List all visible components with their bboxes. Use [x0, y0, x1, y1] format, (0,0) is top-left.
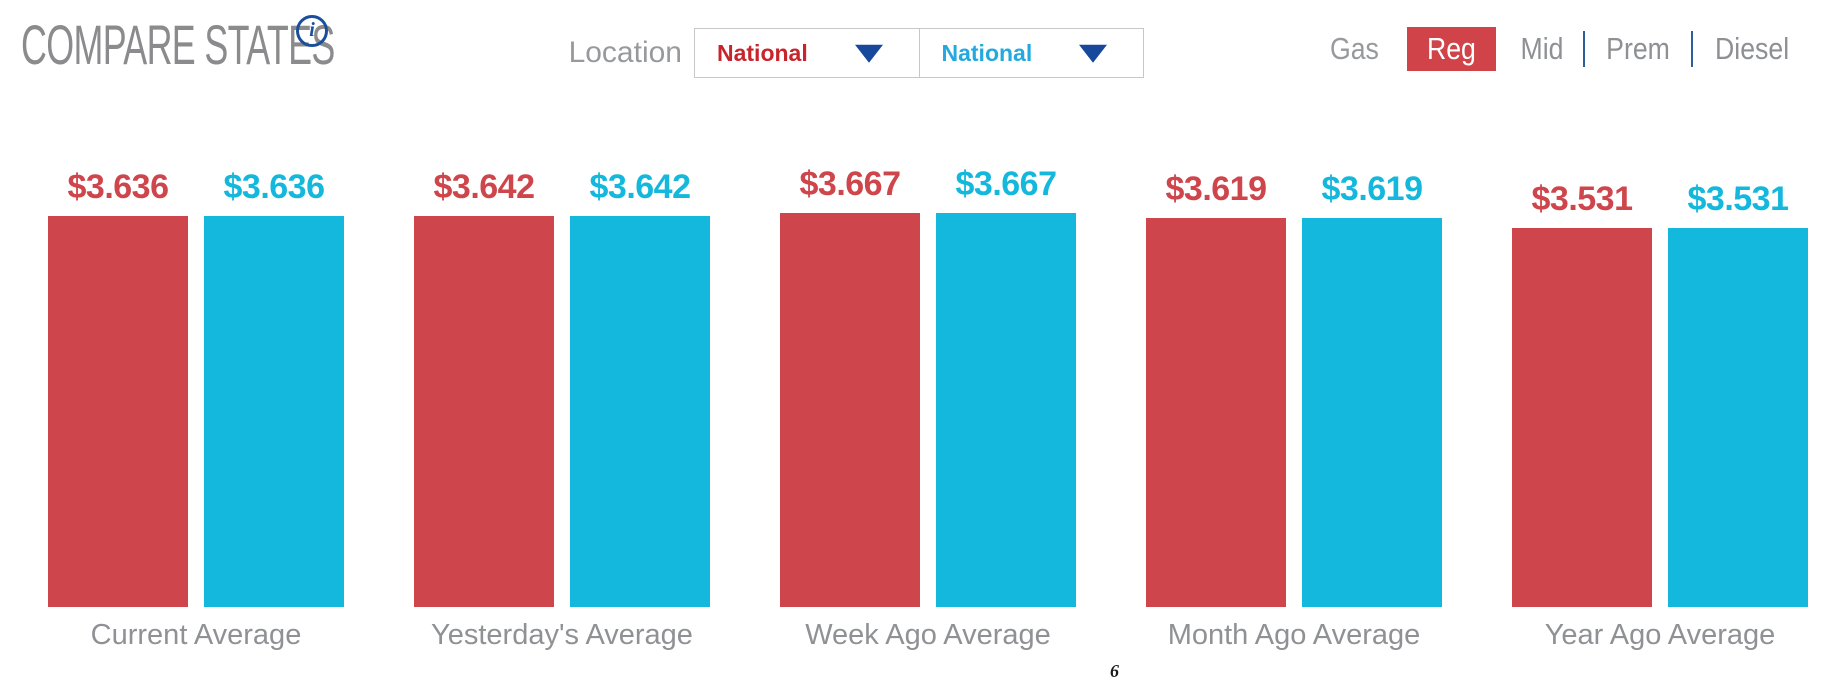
location-dropdowns: National National [694, 28, 1144, 78]
divider [1582, 31, 1585, 67]
bar-series1 [780, 213, 920, 607]
bar-value-label: $3.636 [223, 168, 326, 206]
bar-group-5: $3.531 $3.531 Year Ago Average [1512, 0, 1808, 694]
gas-options: Reg Mid Prem Diesel [1406, 27, 1808, 71]
info-icon-glyph: i [309, 19, 315, 41]
gas-option-label: Reg [1426, 31, 1476, 66]
gas-option-diesel[interactable]: Diesel [1707, 27, 1797, 71]
bar-group-3: $3.667 $3.667 Week Ago Average [780, 0, 1076, 694]
category-label: Week Ago Average [805, 619, 1051, 651]
category-label: Yesterday's Average [431, 619, 693, 651]
bar-value-label: $3.667 [799, 165, 902, 203]
bar-value-label: $3.642 [589, 168, 692, 206]
bar-series2 [1668, 228, 1808, 607]
info-icon[interactable]: i [296, 15, 328, 47]
bar-value-label: $3.667 [955, 165, 1058, 203]
bar-value-label: $3.636 [67, 168, 170, 206]
location-label: Location [568, 36, 682, 69]
gas-option-label: Mid [1520, 31, 1564, 66]
footnote-mark: 6 [1110, 661, 1119, 681]
dropdown-arrow-icon [854, 44, 883, 63]
bar-value-label: $3.642 [433, 168, 536, 206]
bar-value-label: $3.619 [1165, 170, 1268, 208]
gas-label: Gas [1329, 31, 1379, 66]
bar-series2 [1302, 218, 1442, 607]
gas-option-mid[interactable]: Mid [1515, 27, 1569, 71]
bar-value-label: $3.531 [1531, 180, 1634, 218]
gas-option-reg[interactable]: Reg [1406, 27, 1496, 71]
bar-series1 [1512, 228, 1652, 607]
bar-value-label: $3.531 [1687, 180, 1790, 218]
category-label: Year Ago Average [1544, 619, 1776, 651]
bar-value-label: $3.619 [1321, 170, 1424, 208]
bar-group-4: $3.619 $3.619 Month Ago Average [1146, 0, 1442, 694]
gas-option-label: Prem [1605, 31, 1670, 66]
category-label: Month Ago Average [1167, 619, 1421, 651]
gas-option-prem[interactable]: Prem [1599, 27, 1677, 71]
page-title: COMPARE STATES [21, 13, 335, 76]
dropdown-arrow-icon [1079, 44, 1107, 63]
gas-type-selector: Gas Reg Mid Prem Diesel [1326, 26, 1808, 72]
location-select-value: National [941, 39, 1033, 66]
bar-series1 [48, 216, 188, 607]
gas-option-label: Diesel [1714, 31, 1789, 66]
bar-group-2: $3.642 $3.642 Yesterday's Average [414, 0, 710, 694]
bar-series2 [204, 216, 344, 607]
bar-series2 [936, 213, 1076, 607]
bar-series1 [1146, 218, 1286, 607]
bar-group-1: $3.636 $3.636 Current Average [48, 0, 344, 694]
bar-series2 [570, 216, 710, 607]
location-select-red[interactable]: National [695, 29, 919, 77]
bar-series1 [414, 216, 554, 607]
category-label: Current Average [90, 619, 302, 651]
location-select-blue[interactable]: National [918, 29, 1144, 77]
divider [1690, 31, 1693, 67]
location-select-value: National [717, 39, 808, 66]
